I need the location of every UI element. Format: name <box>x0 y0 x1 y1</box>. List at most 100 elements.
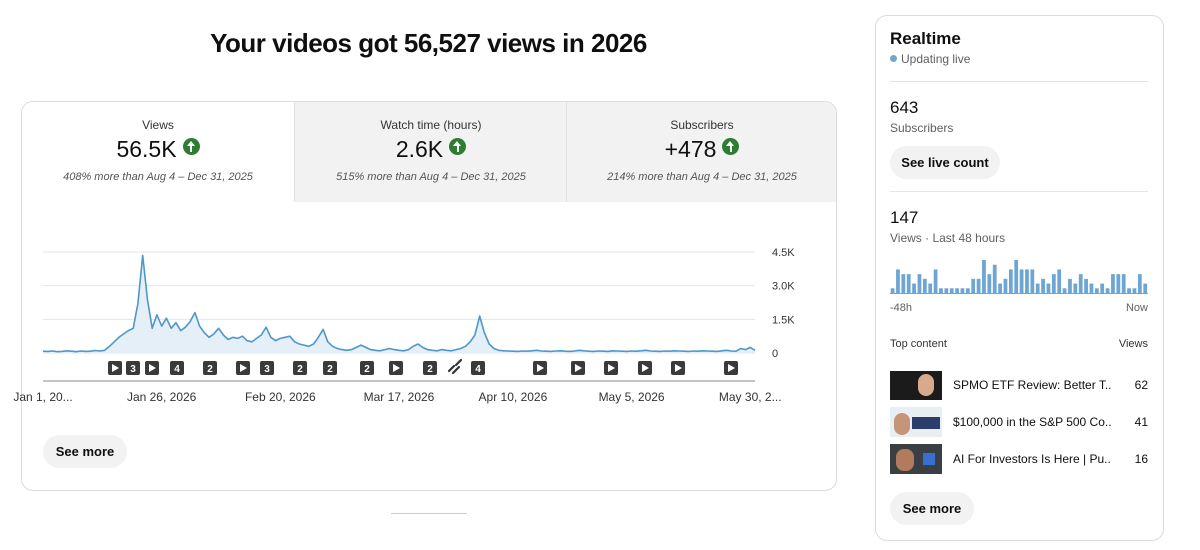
bar <box>1014 260 1019 293</box>
bar <box>896 269 900 293</box>
video-title[interactable]: $100,000 in the S&P 500 Co... <box>953 415 1111 429</box>
event-marker <box>323 361 337 375</box>
play-icon <box>608 364 615 372</box>
bar <box>1057 269 1062 293</box>
x-tick-label: Feb 20, 2026 <box>245 390 316 404</box>
bar <box>939 288 943 293</box>
thumbnail[interactable] <box>890 444 942 474</box>
play-icon <box>728 364 735 372</box>
bar <box>1094 288 1099 293</box>
event-marker <box>203 361 217 375</box>
bar <box>1051 274 1056 293</box>
x-label: -48h <box>890 302 913 314</box>
page-title: Your videos got 56,527 views in 2026 <box>210 28 647 58</box>
realtime-title: Realtime <box>890 29 961 48</box>
bar <box>906 274 911 293</box>
bar <box>1137 274 1142 293</box>
video-views: 62 <box>1134 378 1148 392</box>
video-views: 41 <box>1134 415 1148 429</box>
thumbnail[interactable] <box>890 371 942 400</box>
bar <box>992 264 997 293</box>
bar <box>1105 288 1110 293</box>
bar <box>1127 288 1131 293</box>
play-icon <box>537 364 544 372</box>
x-tick-label: Jan 26, 2026 <box>127 390 197 404</box>
metrics-card: Views 56.5K 408% more than Aug 4 – Dec 3… <box>21 101 837 491</box>
metric-value: 2.6K <box>395 136 444 162</box>
play-icon <box>675 364 682 372</box>
metric-value-row: +478 <box>567 136 836 163</box>
divider <box>890 191 1148 192</box>
event-marker <box>126 361 140 375</box>
bar <box>912 283 916 293</box>
link-icon <box>447 358 463 375</box>
event-count: 2 <box>207 364 213 375</box>
play-icon <box>575 364 582 372</box>
video-title[interactable]: SPMO ETF Review: Better T... <box>953 378 1111 392</box>
x-tick-label: Apr 10, 2026 <box>479 390 548 404</box>
bar <box>1041 278 1045 293</box>
x-label: Now <box>1125 302 1148 314</box>
up-icon <box>182 138 200 155</box>
bar <box>976 278 981 293</box>
event-count: 3 <box>130 364 136 375</box>
play-icon <box>393 364 400 372</box>
metric-tab[interactable]: Subscribers +478 214% more than Aug 4 – … <box>566 102 836 202</box>
bar <box>982 260 986 293</box>
video-views: 16 <box>1134 452 1148 466</box>
x-tick-label: Mar 17, 2026 <box>364 390 435 404</box>
metric-note: 408% more than Aug 4 – Dec 31, 2025 <box>63 171 253 183</box>
event-marker <box>170 361 184 375</box>
y-tick-label: 1.5K <box>772 314 795 326</box>
y-tick-label: 0 <box>772 348 778 360</box>
bar <box>901 274 906 293</box>
bar <box>890 288 895 293</box>
bar <box>1025 269 1029 293</box>
bar <box>1003 278 1008 293</box>
x-tick-label: May 5, 2026 <box>599 390 665 404</box>
bar <box>1078 274 1083 293</box>
bar <box>1116 274 1121 293</box>
thumbnail[interactable] <box>890 407 942 437</box>
bar <box>1062 288 1067 293</box>
bar <box>1089 283 1094 293</box>
realtime-panel <box>875 15 1164 541</box>
play-icon <box>112 364 119 372</box>
bar <box>1046 283 1051 293</box>
metric-note: 214% more than Aug 4 – Dec 31, 2025 <box>607 171 797 183</box>
views-label: Views · Last 48 hours <box>890 231 1006 245</box>
bar <box>1008 269 1013 293</box>
bar <box>987 274 992 293</box>
metric-tab[interactable]: Views 56.5K 408% more than Aug 4 – Dec 3… <box>22 102 294 202</box>
video-title[interactable]: AI For Investors Is Here | Pu... <box>953 452 1111 466</box>
metric-tab[interactable]: Watch time (hours) 2.6K 515% more than A… <box>294 102 567 202</box>
see-live-count-button[interactable]: See live count <box>890 146 1000 179</box>
live-status: Updating live <box>901 52 971 66</box>
bar <box>1143 283 1148 293</box>
bar <box>917 274 922 293</box>
event-count: 4 <box>475 364 481 375</box>
bar <box>933 269 938 293</box>
event-count: 4 <box>174 364 180 375</box>
subscriber-count: 643 <box>890 98 919 117</box>
y-tick-label: 3.0K <box>772 281 795 293</box>
bar <box>922 278 927 293</box>
x-tick-label: Jan 1, 20... <box>13 390 72 404</box>
bar <box>1035 283 1040 293</box>
bar <box>1111 274 1115 293</box>
metric-label: Watch time (hours) <box>380 118 482 132</box>
event-count: 2 <box>327 364 333 375</box>
see-more-button[interactable]: See more <box>43 435 127 468</box>
play-icon <box>240 364 247 372</box>
subscriber-label: Subscribers <box>890 121 954 135</box>
event-marker <box>360 361 374 375</box>
metric-value: 56.5K <box>116 136 177 162</box>
bar <box>1073 283 1078 293</box>
bar <box>1100 283 1105 293</box>
see-more-button[interactable]: See more <box>890 492 974 525</box>
event-count: 2 <box>364 364 370 375</box>
bar <box>1030 269 1035 293</box>
bar <box>1068 278 1072 293</box>
